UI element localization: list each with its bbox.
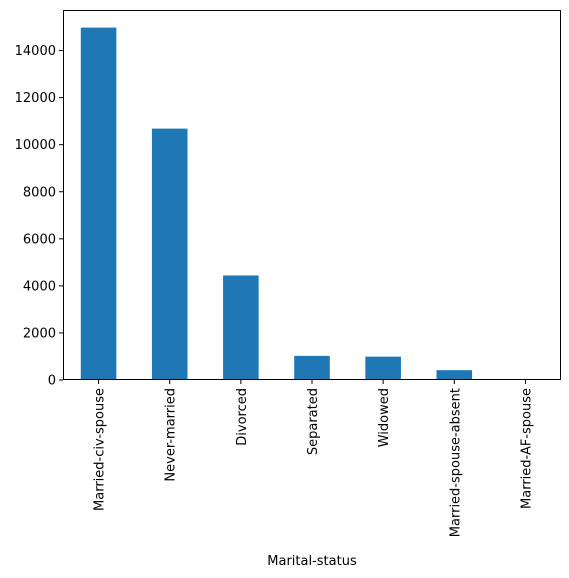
y-tick-label: 2000	[23, 326, 56, 341]
bar	[294, 355, 330, 380]
x-tick-label: Married-civ-spouse	[93, 388, 108, 511]
x-axis-ticks: Married-civ-spouse Never-married Divorced S…	[93, 380, 534, 537]
x-tick-label: Widowed	[377, 388, 392, 447]
y-tick-label: 14000	[15, 44, 56, 59]
plot-frame	[63, 10, 561, 380]
bar	[436, 370, 473, 380]
bar	[223, 275, 259, 380]
y-tick-label: 10000	[15, 138, 56, 153]
x-tick-label: Married-AF-spouse	[519, 388, 534, 509]
bar	[365, 356, 401, 380]
y-tick-label: 0	[48, 374, 56, 389]
x-axis-label: Marital-status	[267, 554, 357, 569]
y-tick-label: 6000	[23, 232, 56, 247]
x-tick-label: Married-spouse-absent	[448, 388, 463, 537]
x-tick-label: Never-married	[164, 388, 179, 482]
bars-group	[80, 27, 544, 380]
x-tick-label: Separated	[306, 388, 321, 455]
bar	[151, 128, 188, 380]
y-tick-label: 12000	[15, 91, 56, 106]
y-axis-ticks: 0 2000 4000 6000 8000 10000 12000 14000	[15, 44, 63, 389]
y-tick-label: 8000	[23, 185, 56, 200]
y-tick-label: 4000	[23, 279, 56, 294]
x-tick-label: Divorced	[235, 388, 250, 446]
bar	[80, 27, 117, 380]
